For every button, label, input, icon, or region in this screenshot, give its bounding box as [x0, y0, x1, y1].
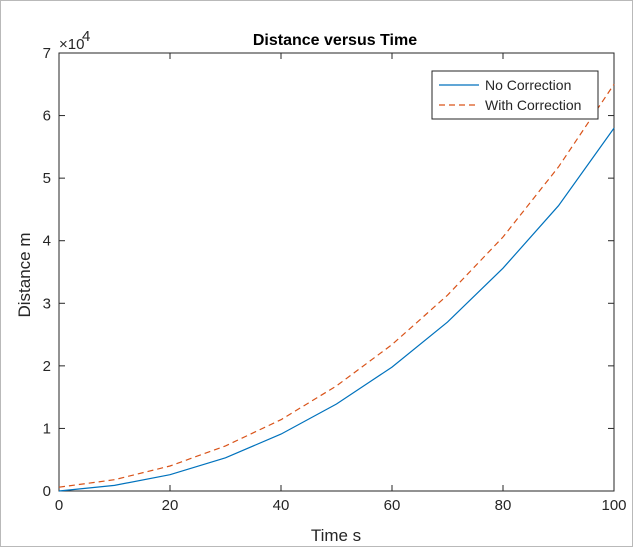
x-tick-label: 100: [601, 497, 626, 514]
x-tick-label: 0: [55, 497, 63, 514]
series-line-no-correction: [58, 127, 615, 492]
x-tick-label: 60: [384, 497, 401, 514]
legend-label-with-correction: With Correction: [485, 97, 581, 113]
y-tick-label: 3: [43, 295, 51, 312]
y-tick-label: 5: [43, 170, 51, 187]
y-tick-label: 0: [43, 483, 51, 500]
legend: No Correction With Correction: [431, 70, 599, 120]
y-tick-label: 2: [43, 358, 51, 375]
x-tick-label: 80: [495, 497, 512, 514]
legend-box: [431, 70, 599, 120]
series-line-with-correction: [58, 83, 615, 488]
x-axis-label: Time s: [311, 526, 361, 545]
x-tick-label: 20: [162, 497, 179, 514]
y-axis-label: Distance m: [15, 232, 34, 317]
y-tick-label: 4: [43, 233, 51, 250]
plot-area: 0 20 40 60 80 100 0 1 2 3 4 5 6 7: [43, 45, 627, 514]
y-exponent-power: 4: [82, 28, 90, 45]
y-tick-label: 7: [43, 45, 51, 62]
y-tick-label: 1: [43, 420, 51, 437]
x-tick-label: 40: [273, 497, 290, 514]
legend-label-no-correction: No Correction: [485, 77, 571, 93]
chart-title: Distance versus Time: [253, 32, 417, 49]
y-tick-label: 6: [43, 108, 51, 125]
y-exponent-base: ×10: [59, 36, 84, 53]
plot-box: [58, 52, 615, 492]
